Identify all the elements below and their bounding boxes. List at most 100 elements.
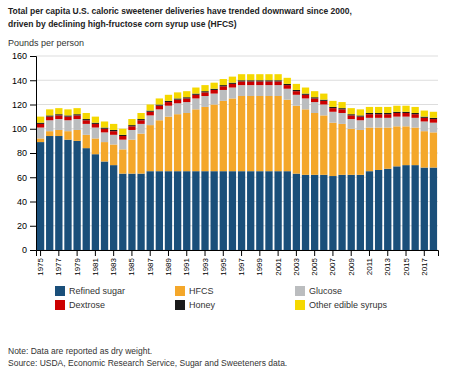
bar-segment (338, 113, 345, 124)
bar-segment (220, 85, 227, 86)
bar-segment (238, 81, 245, 85)
bar-segment (284, 171, 291, 250)
tick-label: 0 (22, 245, 27, 255)
legend-swatch (55, 300, 65, 310)
y-axis-title: Pounds per person (8, 38, 84, 48)
bar-segment (211, 89, 218, 90)
bar-segment (274, 74, 281, 80)
bar-segment (128, 140, 135, 174)
tick-mark (30, 80, 36, 81)
tick: 40 (17, 197, 36, 207)
bar-segment (247, 85, 254, 96)
bar-segment (147, 125, 154, 171)
legend-swatch (295, 300, 305, 310)
tick-mark (369, 250, 370, 256)
bar-segment (393, 106, 400, 112)
bar-segment (55, 108, 62, 114)
bar-segment (256, 80, 263, 81)
tick-mark (30, 177, 36, 178)
bar-segment (101, 161, 108, 250)
bar-segment (320, 105, 327, 116)
bar-segment (64, 131, 71, 139)
bar-segment (192, 98, 199, 109)
bar-segment (421, 168, 428, 250)
bar-segment (165, 171, 172, 250)
bar-segment (128, 119, 135, 125)
bar-segment (83, 148, 90, 250)
bar-segment (338, 109, 345, 113)
tick-label: 2005 (310, 257, 319, 275)
bar-segment (174, 171, 181, 250)
legend-swatch (175, 300, 185, 310)
bar-segment (101, 128, 108, 129)
bar-segment (110, 130, 117, 131)
subtitle: driven by declining high-fructose corn s… (8, 19, 237, 29)
tick: 2011 (365, 250, 374, 275)
bar-segment (46, 131, 53, 136)
bar-segment (156, 120, 163, 171)
title: Total per capita U.S. caloric sweetener … (8, 6, 352, 16)
bar-segment (183, 171, 190, 250)
bar-segment (73, 141, 80, 250)
bar-segment (220, 79, 227, 85)
bar-segment (192, 94, 199, 95)
bar-segment (265, 171, 272, 250)
tick-mark (314, 250, 315, 256)
bar-segment (412, 113, 419, 114)
bar-segment (147, 115, 154, 125)
bar-segment (430, 119, 437, 123)
bar-segment (147, 112, 154, 116)
grid-line (36, 80, 438, 81)
tick-label: 1999 (255, 257, 264, 275)
bar-segment (229, 77, 236, 83)
bar-segment (147, 171, 154, 250)
bar-segment (293, 95, 300, 106)
bar-segment (37, 128, 44, 139)
x-axis: 1975197719791981198319851987198919911993… (36, 250, 438, 276)
bar-segment (274, 96, 281, 171)
bar-segment (274, 85, 281, 96)
series (37, 81, 437, 139)
tick-label: 140 (12, 76, 27, 86)
bar-segment (165, 106, 172, 117)
bar-segment (119, 135, 126, 136)
annotation: Note: Data are reported as dry weight. (8, 346, 152, 356)
tick: 20 (17, 221, 36, 231)
bar-segment (375, 114, 382, 118)
bar-segment (247, 81, 254, 85)
tick-mark (30, 129, 36, 130)
bar-segment (284, 84, 291, 85)
bar-segment (421, 131, 428, 167)
bar-segment (247, 171, 254, 250)
tick-label: 60 (17, 173, 27, 183)
bar-segment (338, 108, 345, 109)
tick-label: 1993 (201, 257, 210, 275)
bar-segment (311, 98, 318, 102)
bar-segment (137, 134, 144, 174)
tick-label: 1975 (36, 257, 45, 275)
tick-label: 1977 (54, 257, 63, 275)
bar-segment (384, 118, 391, 128)
bar-segment (302, 98, 309, 109)
tick-label: 160 (12, 51, 27, 61)
bar-segment (348, 175, 355, 250)
legend-item: Other edible syrups (295, 300, 388, 310)
legend-label: Other edible syrups (309, 300, 388, 310)
tick: 120 (12, 100, 36, 110)
bar-segment (247, 96, 254, 171)
bar-segment (174, 114, 181, 171)
bar-segment (46, 136, 53, 250)
bar-segment (256, 81, 263, 85)
bar-segment (211, 171, 218, 250)
bar-segment (329, 112, 336, 123)
legend-swatch (295, 286, 305, 296)
tick-mark (406, 250, 407, 256)
bar-segment (293, 91, 300, 95)
legend-item: HFCS (175, 286, 214, 296)
bar-segment (348, 114, 355, 115)
bar-segment (101, 142, 108, 161)
tick-mark (296, 250, 297, 256)
bar-segment (119, 136, 126, 140)
bar-segment (156, 109, 163, 120)
bar-segment (137, 124, 144, 134)
